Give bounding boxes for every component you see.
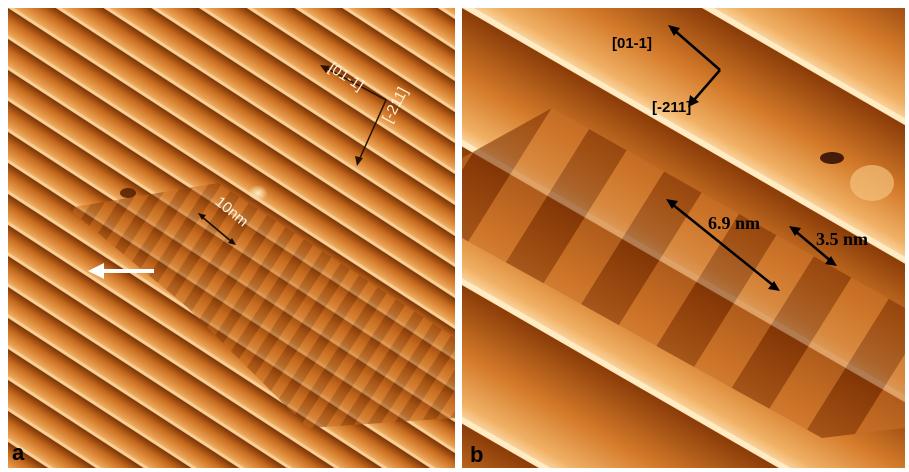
measure-arrow-6-9 [671, 203, 775, 287]
direction-arrow-01-1-b [673, 29, 721, 71]
measure-arrow-3-5 [793, 229, 833, 263]
direction-label-01-1-b: [01-1] [612, 35, 653, 52]
stm-topography-a [8, 8, 455, 468]
adatom-cluster-b [850, 165, 894, 201]
panel-letter-a: a [12, 440, 25, 465]
stm-topography-b [462, 8, 905, 468]
scale-bar-10nm [200, 215, 233, 243]
measurement-label-6-9: 6.9 nm [708, 213, 761, 233]
direction-arrow-211-b [693, 69, 721, 101]
direction-arrow-211 [359, 99, 387, 159]
stm-image-panel-b: [01-1] [-211] 6.9 nm 3.5 nm b [462, 8, 905, 468]
white-arrow-head [88, 263, 104, 279]
adatom-cluster [248, 185, 268, 201]
surface-pit [120, 188, 136, 198]
reconstruction-band [68, 183, 455, 428]
direction-label-211-b: [-211] [652, 99, 692, 116]
reconstruction-band-b [462, 108, 905, 438]
measurement-label-3-5: 3.5 nm [816, 229, 869, 249]
panel-letter-b: b [470, 442, 484, 467]
surface-pit-b [820, 152, 844, 164]
direction-arrow-01-1 [325, 67, 387, 101]
stm-image-panel-a: [01-1] [-211] 10nm a [8, 8, 455, 468]
